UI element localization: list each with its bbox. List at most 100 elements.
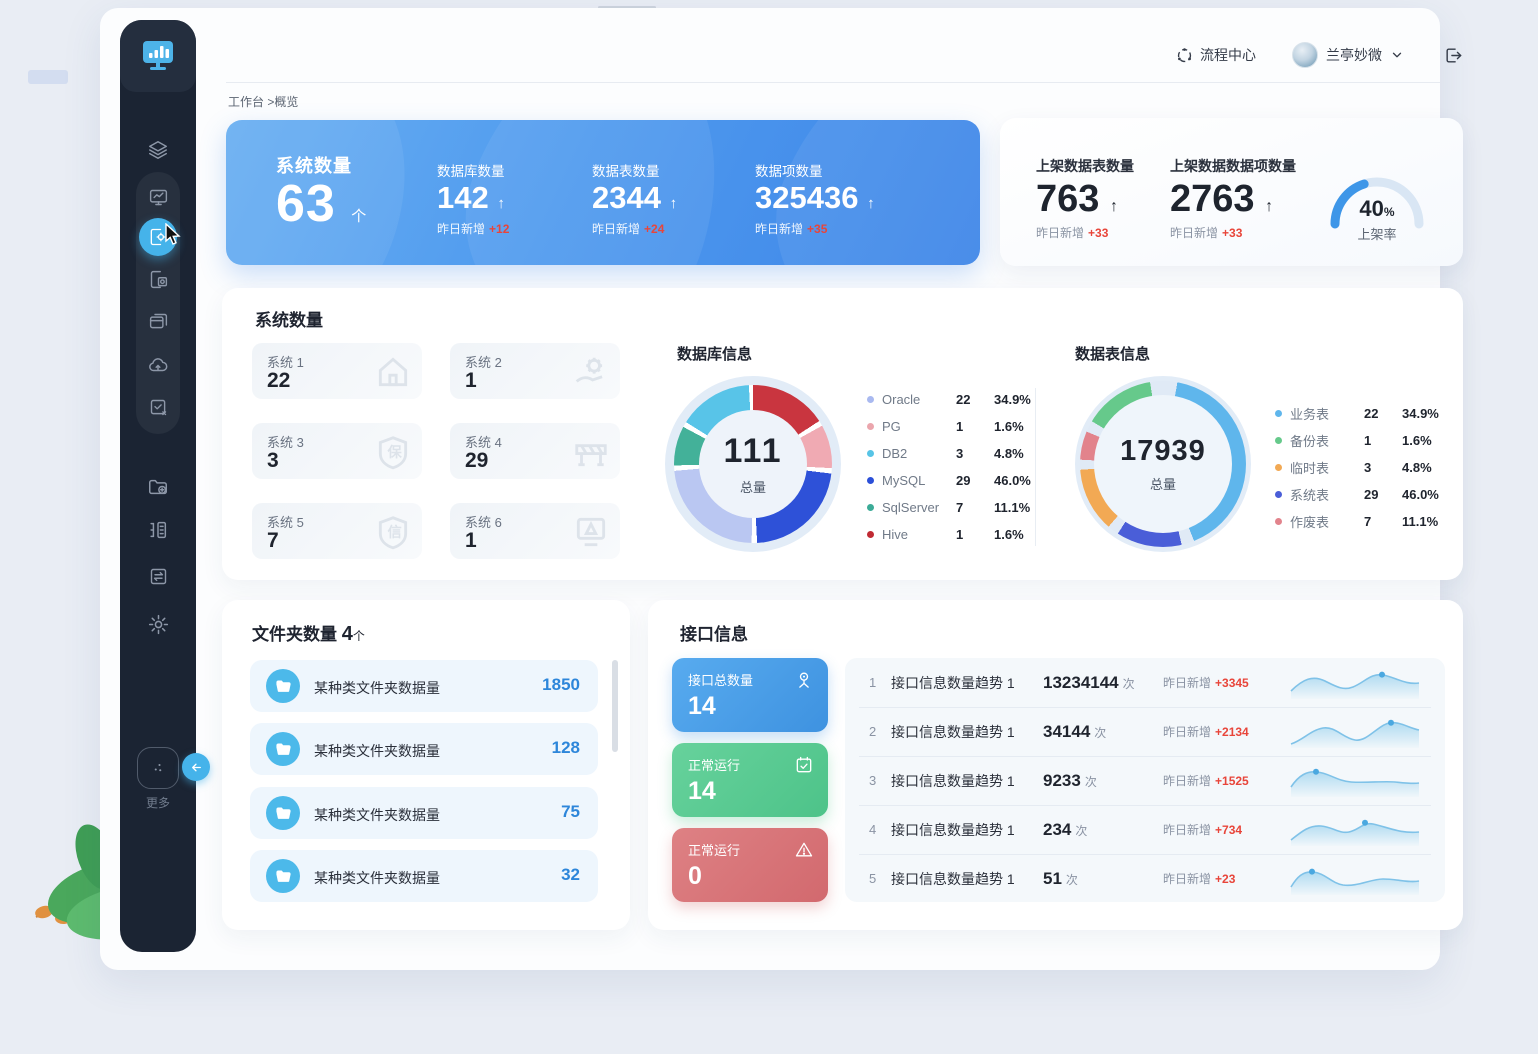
- interface-total-card[interactable]: 接口总数量 14: [672, 658, 828, 732]
- interface-running-card[interactable]: 正常运行 14: [672, 743, 828, 817]
- interface-error-card[interactable]: 正常运行 0: [672, 828, 828, 902]
- interface-row[interactable]: 4 接口信息数量趋势 1 234 次 昨日新增 +734: [845, 805, 1445, 854]
- folder-label: 某种类文件夹数据量: [314, 743, 440, 759]
- folder-row[interactable]: 某种类文件夹数据量 32: [250, 850, 598, 902]
- sidebar-collapse-button[interactable]: [182, 753, 210, 781]
- folder-value: 1850: [542, 675, 580, 694]
- shelf-item-delta: 昨日新增 +33: [1170, 226, 1243, 240]
- up-arrow-icon: ↑: [1109, 198, 1118, 215]
- sidebar-item-monitor[interactable]: [146, 185, 170, 209]
- legend-item: PG 1 1.6%: [867, 413, 1031, 440]
- shelf-item-value: 2763 ↑: [1170, 178, 1274, 220]
- mouse-cursor: [163, 222, 185, 252]
- decoration-line: [598, 6, 656, 9]
- sidebar-item-exchange[interactable]: [146, 564, 170, 588]
- system-card-2[interactable]: 系统 2 1: [450, 343, 620, 399]
- interface-list: 1 接口信息数量趋势 1 13234144 次 昨日新增 +3345 2 接口信息数…: [845, 658, 1445, 902]
- svg-text:保: 保: [386, 443, 402, 461]
- trend-sparkline: [1290, 868, 1420, 895]
- sidebar-item-layers[interactable]: [146, 138, 170, 162]
- sidebar-item-doc-settings[interactable]: [146, 267, 170, 291]
- folder-icon: [266, 732, 300, 766]
- folder-value: 32: [561, 865, 580, 884]
- legend-dot: [867, 531, 874, 538]
- process-center-icon: [1177, 47, 1192, 62]
- sidebar-item-settings[interactable]: [146, 612, 170, 636]
- system-card-1[interactable]: 系统 1 22: [252, 343, 422, 399]
- browser-windows-icon: [149, 313, 167, 328]
- folders-scrollbar[interactable]: [612, 660, 618, 752]
- row-value: 13234144 次: [1043, 672, 1135, 692]
- logo-monitor-chart-icon: [143, 41, 173, 70]
- system-card-4[interactable]: 系统 4 29: [450, 423, 620, 479]
- trend-sparkline: [1290, 719, 1420, 748]
- legend-item: Oracle 22 34.9%: [867, 386, 1031, 413]
- database-total-label: 总量: [739, 480, 766, 495]
- folders-count: 4: [341, 623, 353, 645]
- folder-row[interactable]: 某种类文件夹数据量 1850: [250, 660, 598, 712]
- row-separator: [859, 805, 1431, 806]
- row-value: 9233 次: [1043, 770, 1097, 790]
- item-count-delta: 昨日新增 +35: [755, 222, 828, 236]
- system-card-5[interactable]: 系统 5 7 信: [252, 503, 422, 559]
- sidebar-item-catalog[interactable]: [146, 518, 170, 542]
- interface-row[interactable]: 5 接口信息数量趋势 1 51 次 昨日新增 +23: [845, 854, 1445, 903]
- interface-row[interactable]: 2 接口信息数量趋势 1 34144 次 昨日新增 +2134: [845, 707, 1445, 756]
- sidebar-item-audit[interactable]: [146, 395, 170, 419]
- row-delta: 昨日新增 +3345: [1163, 676, 1249, 690]
- legend-dot: [1275, 464, 1282, 471]
- folder-row[interactable]: 某种类文件夹数据量 128: [250, 723, 598, 775]
- interface-card-value: 14: [688, 692, 716, 720]
- legend-dot: [1275, 491, 1282, 498]
- transfer-arrows-icon: [150, 568, 166, 584]
- folder-row[interactable]: 某种类文件夹数据量 75: [250, 787, 598, 839]
- legend-dot: [1275, 437, 1282, 444]
- system-card-label: 系统 2: [465, 355, 502, 370]
- interface-card-label: 正常运行: [688, 758, 741, 773]
- interface-row[interactable]: 1 接口信息数量趋势 1 13234144 次 昨日新增 +3345: [845, 658, 1445, 707]
- system-card-value: 7: [267, 529, 279, 552]
- tree-list-icon: [150, 521, 167, 539]
- system-card-label: 系统 4: [465, 435, 502, 450]
- row-separator: [859, 707, 1431, 708]
- systems-panel: 系统数量 系统 1 22 系统 2 1 系统 3 3 保 系统 4 29: [222, 288, 1463, 580]
- up-arrow-icon: ↑: [1265, 198, 1274, 215]
- row-index: 3: [869, 773, 877, 788]
- sidebar-group: [136, 172, 180, 434]
- row-delta: 昨日新增 +2134: [1163, 725, 1249, 739]
- systems-panel-title: 系统数量: [255, 311, 323, 330]
- username: 兰亭妙微: [1326, 47, 1382, 63]
- system-card-3[interactable]: 系统 3 3 保: [252, 423, 422, 479]
- process-center-label: 流程中心: [1200, 47, 1256, 63]
- row-index: 5: [869, 871, 877, 886]
- legend-item: 临时表 3 4.8%: [1275, 454, 1439, 481]
- legend-dot: [867, 396, 874, 403]
- breadcrumb-root[interactable]: 工作台: [228, 95, 265, 109]
- table-info-title: 数据表信息: [1075, 346, 1151, 363]
- user-menu[interactable]: 兰亭妙微: [1292, 42, 1404, 68]
- sidebar-item-folder-add[interactable]: [146, 475, 170, 499]
- interface-row[interactable]: 3 接口信息数量趋势 1 9233 次 昨日新增 +1525: [845, 756, 1445, 805]
- sidebar-item-windows[interactable]: [146, 309, 170, 333]
- logout-button[interactable]: [1444, 46, 1463, 65]
- breadcrumb[interactable]: 工作台 >概览: [228, 93, 298, 110]
- up-arrow-icon: ↑: [497, 195, 505, 212]
- system-count-value: 63 个: [276, 175, 368, 233]
- interface-card-value: 14: [688, 777, 716, 805]
- header-divider: [226, 82, 1440, 83]
- calendar-check-icon: [794, 755, 814, 775]
- interface-card-label: 接口总数量: [688, 673, 754, 688]
- sidebar-item-cloud[interactable]: [146, 353, 170, 377]
- system-card-6[interactable]: 系统 6 1: [450, 503, 620, 559]
- database-total: 111: [723, 432, 783, 470]
- breadcrumb-current: 概览: [274, 95, 299, 109]
- legend-dot: [867, 477, 874, 484]
- process-center-link[interactable]: 流程中心: [1176, 45, 1256, 65]
- system-card-label: 系统 6: [465, 515, 502, 530]
- sidebar-more-button[interactable]: [137, 747, 179, 789]
- warning-icon: [794, 840, 814, 860]
- table-count-delta: 昨日新增 +24: [592, 222, 665, 236]
- app-logo[interactable]: [120, 20, 196, 92]
- row-name: 接口信息数量趋势 1: [891, 870, 1015, 887]
